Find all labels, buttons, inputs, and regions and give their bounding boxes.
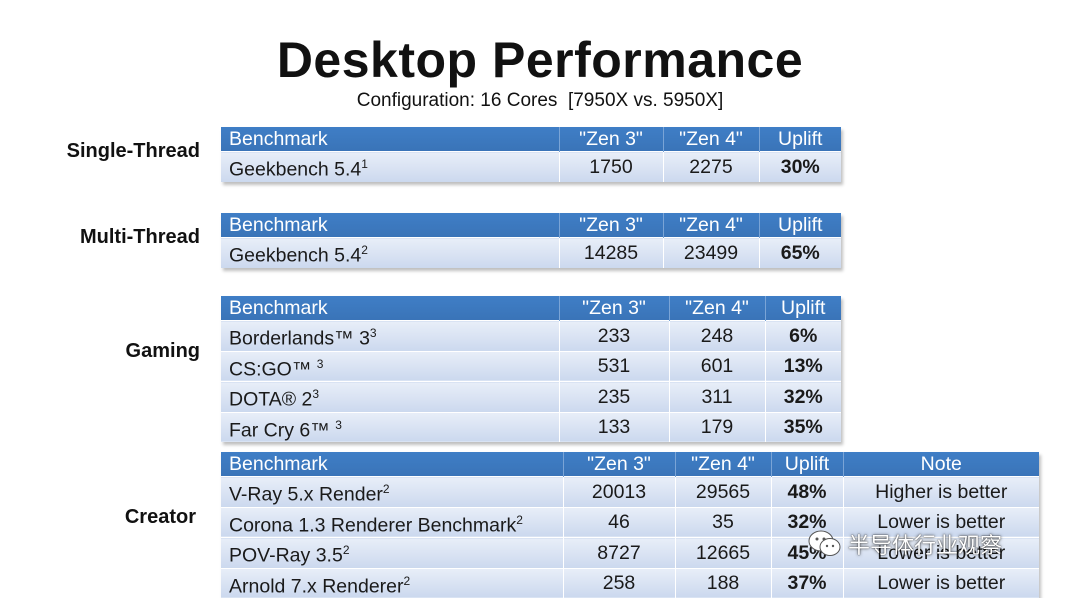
zen3-score: 20013 xyxy=(563,476,676,507)
note-text: Higher is better xyxy=(843,476,1039,507)
table-header-row: Benchmark "Zen 3" "Zen 4" Uplift xyxy=(221,127,841,152)
zen4-score: 248 xyxy=(669,320,766,351)
note-text: Lower is better xyxy=(843,537,1039,568)
table-row: V-Ray 5.x Render2 20013 29565 48% Higher… xyxy=(221,476,1039,507)
table-row: Arnold 7.x Renderer2 258 188 37% Lower i… xyxy=(221,567,1039,598)
benchmark-name: Geekbench 5.42 xyxy=(221,237,560,268)
col-zen3: "Zen 3" xyxy=(559,127,664,152)
zen4-score: 311 xyxy=(669,381,766,412)
section-label-single-thread: Single-Thread xyxy=(66,140,200,162)
col-zen3: "Zen 3" xyxy=(559,213,664,238)
table-row: Geekbench 5.41 1750 2275 30% xyxy=(221,151,841,182)
benchmark-name: Arnold 7.x Renderer2 xyxy=(221,567,564,598)
benchmark-name: POV-Ray 3.52 xyxy=(221,537,564,568)
col-uplift: Uplift xyxy=(771,452,844,477)
single-thread-table: Benchmark "Zen 3" "Zen 4" Uplift Geekben… xyxy=(221,127,841,182)
zen4-score: 601 xyxy=(669,350,766,382)
page-title: Desktop Performance xyxy=(276,32,804,88)
table-row: Far Cry 6™ 3 133 179 35% xyxy=(221,411,841,442)
wechat-icon xyxy=(808,529,842,559)
table-row: Corona 1.3 Renderer Benchmark2 46 35 32%… xyxy=(221,506,1039,538)
table-row: Borderlands™ 33 233 248 6% xyxy=(221,320,841,351)
zen3-score: 8727 xyxy=(563,537,676,568)
col-benchmark: Benchmark xyxy=(221,296,560,321)
zen3-score: 46 xyxy=(563,506,676,538)
creator-table: Benchmark "Zen 3" "Zen 4" Uplift Note V-… xyxy=(221,452,1039,598)
benchmark-name: Geekbench 5.41 xyxy=(221,151,560,182)
uplift-value: 37% xyxy=(771,567,844,598)
zen3-score: 1750 xyxy=(559,151,664,182)
benchmark-name: DOTA® 23 xyxy=(221,381,560,412)
section-label-gaming: Gaming xyxy=(125,340,200,362)
zen4-score: 188 xyxy=(675,567,772,598)
zen3-score: 233 xyxy=(559,320,670,351)
col-zen4: "Zen 4" xyxy=(669,296,766,321)
zen3-score: 235 xyxy=(559,381,670,412)
zen3-score: 531 xyxy=(559,350,670,382)
section-label-multi-thread: Multi-Thread xyxy=(80,226,200,248)
uplift-value: 13% xyxy=(765,350,841,382)
table-header-row: Benchmark "Zen 3" "Zen 4" Uplift xyxy=(221,213,841,238)
uplift-value: 35% xyxy=(765,411,841,442)
benchmark-name: Borderlands™ 33 xyxy=(221,320,560,351)
section-label-creator: Creator xyxy=(124,506,196,528)
multi-thread-table: Benchmark "Zen 3" "Zen 4" Uplift Geekben… xyxy=(221,213,841,268)
uplift-value: 48% xyxy=(771,476,844,507)
zen3-score: 133 xyxy=(559,411,670,442)
note-text: Lower is better xyxy=(843,506,1039,538)
watermark: 半导体行业观察 xyxy=(808,526,1002,562)
zen4-score: 35 xyxy=(675,506,772,538)
watermark-text: 半导体行业观察 xyxy=(848,534,1003,559)
table-header-row: Benchmark "Zen 3" "Zen 4" Uplift xyxy=(221,296,841,321)
col-benchmark: Benchmark xyxy=(221,452,564,477)
col-zen4: "Zen 4" xyxy=(663,213,760,238)
benchmark-name: Corona 1.3 Renderer Benchmark2 xyxy=(221,506,564,538)
table-row: Geekbench 5.42 14285 23499 65% xyxy=(221,237,841,268)
zen3-score: 14285 xyxy=(559,237,664,268)
zen4-score: 23499 xyxy=(663,237,760,268)
zen4-score: 29565 xyxy=(675,476,772,507)
col-zen4: "Zen 4" xyxy=(675,452,772,477)
col-zen3: "Zen 3" xyxy=(559,296,670,321)
table-row: DOTA® 23 235 311 32% xyxy=(221,381,841,412)
table-header-row: Benchmark "Zen 3" "Zen 4" Uplift Note xyxy=(221,452,1039,477)
benchmark-name: V-Ray 5.x Render2 xyxy=(221,476,564,507)
uplift-value: 30% xyxy=(759,151,841,182)
configuration-subtitle: Configuration: 16 Cores [7950X vs. 5950X… xyxy=(356,90,724,111)
uplift-value: 65% xyxy=(759,237,841,268)
col-benchmark: Benchmark xyxy=(221,127,560,152)
zen3-score: 258 xyxy=(563,567,676,598)
zen4-score: 12665 xyxy=(675,537,772,568)
uplift-value: 32% xyxy=(765,381,841,412)
col-uplift: Uplift xyxy=(759,213,841,238)
zen4-score: 2275 xyxy=(663,151,760,182)
benchmark-name: CS:GO™ 3 xyxy=(221,350,560,382)
uplift-value: 6% xyxy=(765,320,841,351)
col-note: Note xyxy=(843,452,1039,477)
table-row: CS:GO™ 3 531 601 13% xyxy=(221,350,841,382)
uplift-value: 32% xyxy=(771,506,844,538)
col-uplift: Uplift xyxy=(759,127,841,152)
col-zen4: "Zen 4" xyxy=(663,127,760,152)
col-uplift: Uplift xyxy=(765,296,841,321)
zen4-score: 179 xyxy=(669,411,766,442)
gaming-table: Benchmark "Zen 3" "Zen 4" Uplift Borderl… xyxy=(221,296,841,442)
col-benchmark: Benchmark xyxy=(221,213,560,238)
benchmark-name: Far Cry 6™ 3 xyxy=(221,411,560,442)
note-text: Lower is better xyxy=(843,567,1039,598)
col-zen3: "Zen 3" xyxy=(563,452,676,477)
